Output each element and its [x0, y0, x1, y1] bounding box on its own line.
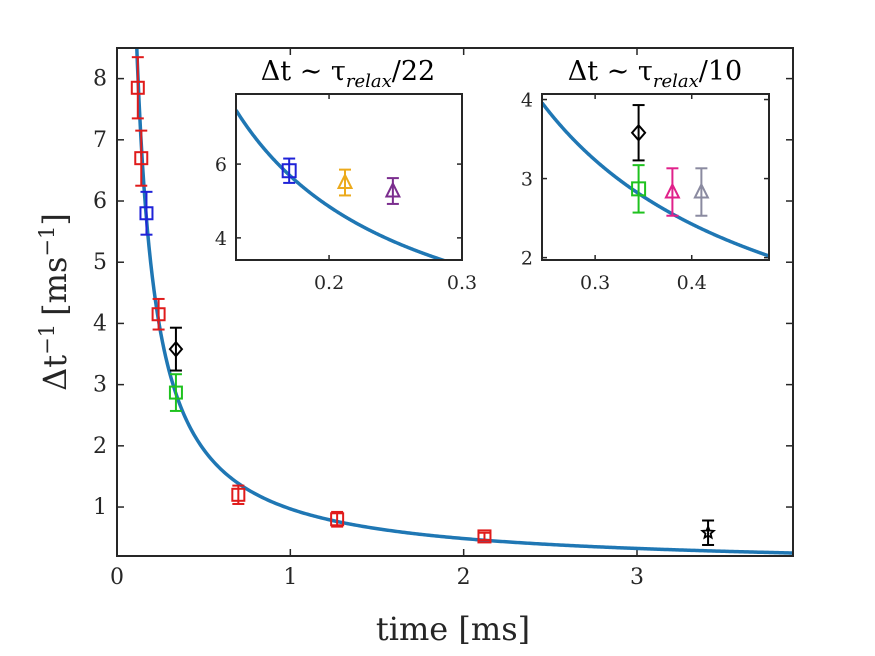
inset-left-background: [236, 94, 462, 260]
main-plot: 0 1 2 3 1 2 3 4 5 6 7 8: [93, 48, 793, 590]
y-axis-label-sup: −1: [35, 324, 59, 355]
y-axis-label-base: Δt: [36, 355, 74, 391]
inset-right-title: Δt ∼ τrelax/10: [568, 56, 742, 92]
inset-left-title-prefix: Δt ∼ τ: [261, 56, 346, 87]
inset-left-y-tick-label: 4: [215, 228, 227, 250]
x-axis-label: time [ms]: [376, 610, 530, 648]
main-y-tick-label: 8: [93, 67, 107, 92]
inset-right-y-tick-label: 4: [521, 90, 533, 112]
inset-left-triangle-marker: [384, 181, 401, 198]
inset-right-triangle-marker: [693, 182, 710, 199]
main-y-tick-label: 5: [93, 250, 107, 275]
main-square-marker: [168, 385, 183, 400]
main-y-tick-label: 7: [93, 128, 107, 153]
main-plot-area: [130, 48, 793, 555]
main-y-tick-label: 1: [93, 495, 107, 520]
inset-right-y-tick-label: 3: [521, 169, 533, 191]
main-x-tick-label: 1: [283, 565, 297, 590]
inset-right-title-prefix: Δt ∼ τ: [568, 56, 653, 87]
main-y-tick-label: 3: [93, 373, 107, 398]
inset-right-axes-box: [541, 93, 770, 261]
y-axis-label: Δt−1[ms−1]: [35, 213, 74, 391]
inset-right-square-marker: [631, 181, 647, 197]
main-square-marker: [130, 80, 145, 95]
inset-right-x-tick-label: 0.3: [580, 272, 610, 294]
main-y-tick-label: 2: [93, 434, 107, 459]
main-x-tick-label: 0: [110, 565, 124, 590]
inset-right-fit-curve: [542, 101, 769, 258]
main-x-tick-label: 2: [457, 565, 471, 590]
main-square-marker: [231, 487, 246, 502]
inset-left-y-tick-label: 6: [215, 154, 227, 176]
main-square-marker: [477, 529, 492, 544]
inset-right-title-sub: relax: [653, 71, 699, 92]
main-square-marker: [134, 151, 149, 166]
inset-right-plot-area: [542, 101, 769, 258]
main-axes-box: [116, 47, 794, 557]
y-axis-label-unit: [ms: [36, 257, 74, 316]
inset-left-triangle-marker: [336, 172, 354, 190]
y-axis-label-unit-sup: −1: [35, 226, 59, 257]
inset-right-background: [542, 94, 769, 260]
inset-left-title-suffix: /22: [392, 56, 435, 87]
inset-right-y-tick-label: 2: [521, 248, 533, 270]
main-diamond-marker: [168, 340, 184, 358]
main-star-marker: [700, 524, 716, 540]
inset-left-title: Δt ∼ τrelax/22: [261, 56, 435, 92]
main-square-marker: [330, 512, 345, 527]
y-axis-label-close: ]: [36, 213, 74, 225]
inset-left-x-tick-label: 0.3: [447, 272, 477, 294]
inset-right-plot: 0.3 0.4 2 3 4: [521, 90, 769, 294]
inset-right-title-suffix: /10: [699, 56, 742, 87]
main-square-marker: [151, 307, 166, 322]
main-y-tick-label: 4: [93, 311, 107, 336]
inset-right-diamond-marker: [630, 123, 647, 142]
inset-left-axes-box: [235, 93, 463, 261]
inset-left-title-sub: relax: [346, 71, 392, 92]
inset-left-square-marker: [281, 163, 297, 179]
inset-left-fit-curve: [236, 109, 449, 260]
inset-left-plot-area: [236, 109, 449, 260]
inset-left-plot: 0.2 0.3 4 6: [215, 94, 477, 294]
main-y-tick-label: 6: [93, 189, 107, 214]
inset-right-x-tick-label: 0.4: [677, 272, 707, 294]
main-square-marker: [139, 206, 154, 221]
inset-left-x-tick-label: 0.2: [314, 272, 344, 294]
inset-right-triangle-marker: [664, 182, 681, 199]
main-fit-curve: [135, 48, 793, 555]
main-x-tick-label: 3: [630, 565, 644, 590]
